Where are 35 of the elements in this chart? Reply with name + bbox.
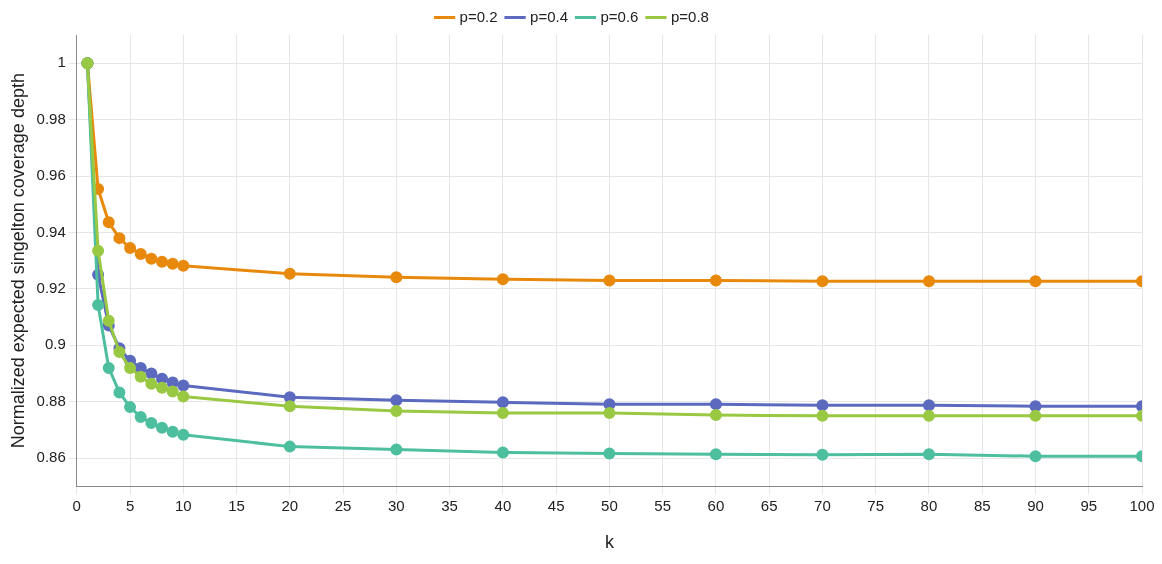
x-tick-label: 45 xyxy=(547,496,565,514)
x-tick-label: 40 xyxy=(494,496,512,514)
legend-label: p=0.4 xyxy=(530,7,569,25)
legend-label: p=0.8 xyxy=(670,7,709,25)
y-tick-label: 1 xyxy=(57,53,66,71)
x-tick-label: 80 xyxy=(920,496,938,514)
x-tick-label: 90 xyxy=(1027,496,1044,514)
y-tick-label: 0.9 xyxy=(44,335,66,353)
x-tick-label: 60 xyxy=(707,496,725,514)
x-tick-label: 100 xyxy=(1129,496,1155,514)
x-tick-label: 35 xyxy=(441,496,458,514)
x-tick-label: 65 xyxy=(760,496,778,514)
x-tick-label: 15 xyxy=(228,496,245,514)
x-tick-label: 75 xyxy=(867,496,885,514)
x-tick-label: 5 xyxy=(125,496,135,514)
x-tick-label: 20 xyxy=(281,496,299,514)
y-axis-title: Normalized expected singelton coverage depth xyxy=(7,73,28,449)
x-tick-label: 10 xyxy=(174,496,192,514)
x-tick-label: 50 xyxy=(601,496,618,514)
x-tick-label: 25 xyxy=(334,496,352,514)
x-tick-label: 95 xyxy=(1080,496,1098,514)
y-tick-label: 0.92 xyxy=(36,279,66,297)
x-tick-label: 30 xyxy=(388,496,405,514)
legend-label: p=0.6 xyxy=(600,7,639,25)
y-tick-label: 0.96 xyxy=(36,166,66,184)
y-tick-label: 0.88 xyxy=(36,391,66,409)
legend-label: p=0.2 xyxy=(459,7,498,25)
y-tick-label: 0.86 xyxy=(36,448,66,466)
x-tick-label: 85 xyxy=(973,496,991,514)
x-tick-label: 55 xyxy=(654,496,671,514)
y-tick-label: 0.98 xyxy=(36,109,66,127)
x-tick-label: 0 xyxy=(72,496,81,514)
x-axis-title: k xyxy=(604,532,615,553)
y-tick-label: 0.94 xyxy=(36,222,66,240)
x-tick-label: 70 xyxy=(814,496,831,514)
